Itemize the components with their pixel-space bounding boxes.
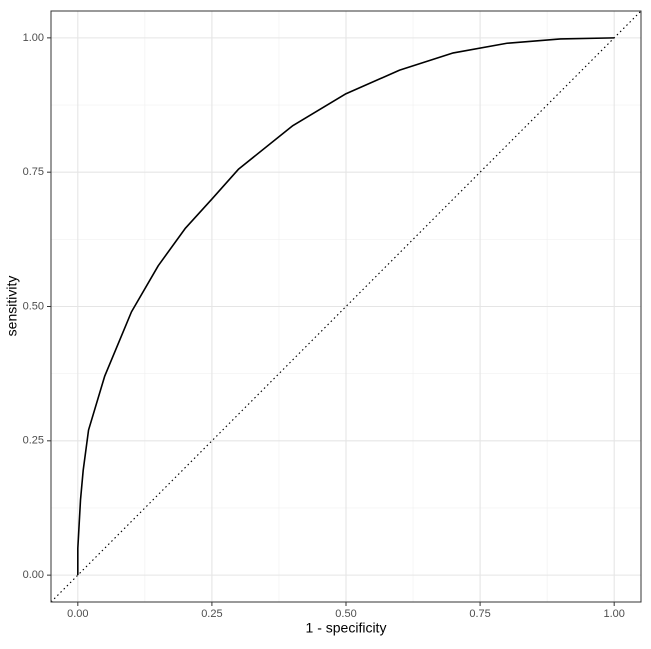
x-axis-label: 1 - specificity: [306, 620, 387, 636]
y-tick-label: 0.00: [23, 569, 44, 581]
y-tick-label: 0.25: [23, 435, 44, 447]
y-tick-label: 0.75: [23, 166, 44, 178]
x-tick-label: 0.50: [335, 608, 356, 620]
y-axis-label: sensitivity: [4, 276, 20, 337]
y-tick-label: 0.50: [23, 300, 44, 312]
x-tick-label: 0.75: [469, 608, 490, 620]
x-tick-label: 0.25: [201, 608, 222, 620]
x-tick-label: 1.00: [603, 608, 624, 620]
panel-border: [50, 10, 642, 603]
roc-curve: [77, 37, 615, 576]
y-tick-label: 1.00: [23, 32, 44, 44]
x-tick-label: 0.00: [67, 608, 88, 620]
